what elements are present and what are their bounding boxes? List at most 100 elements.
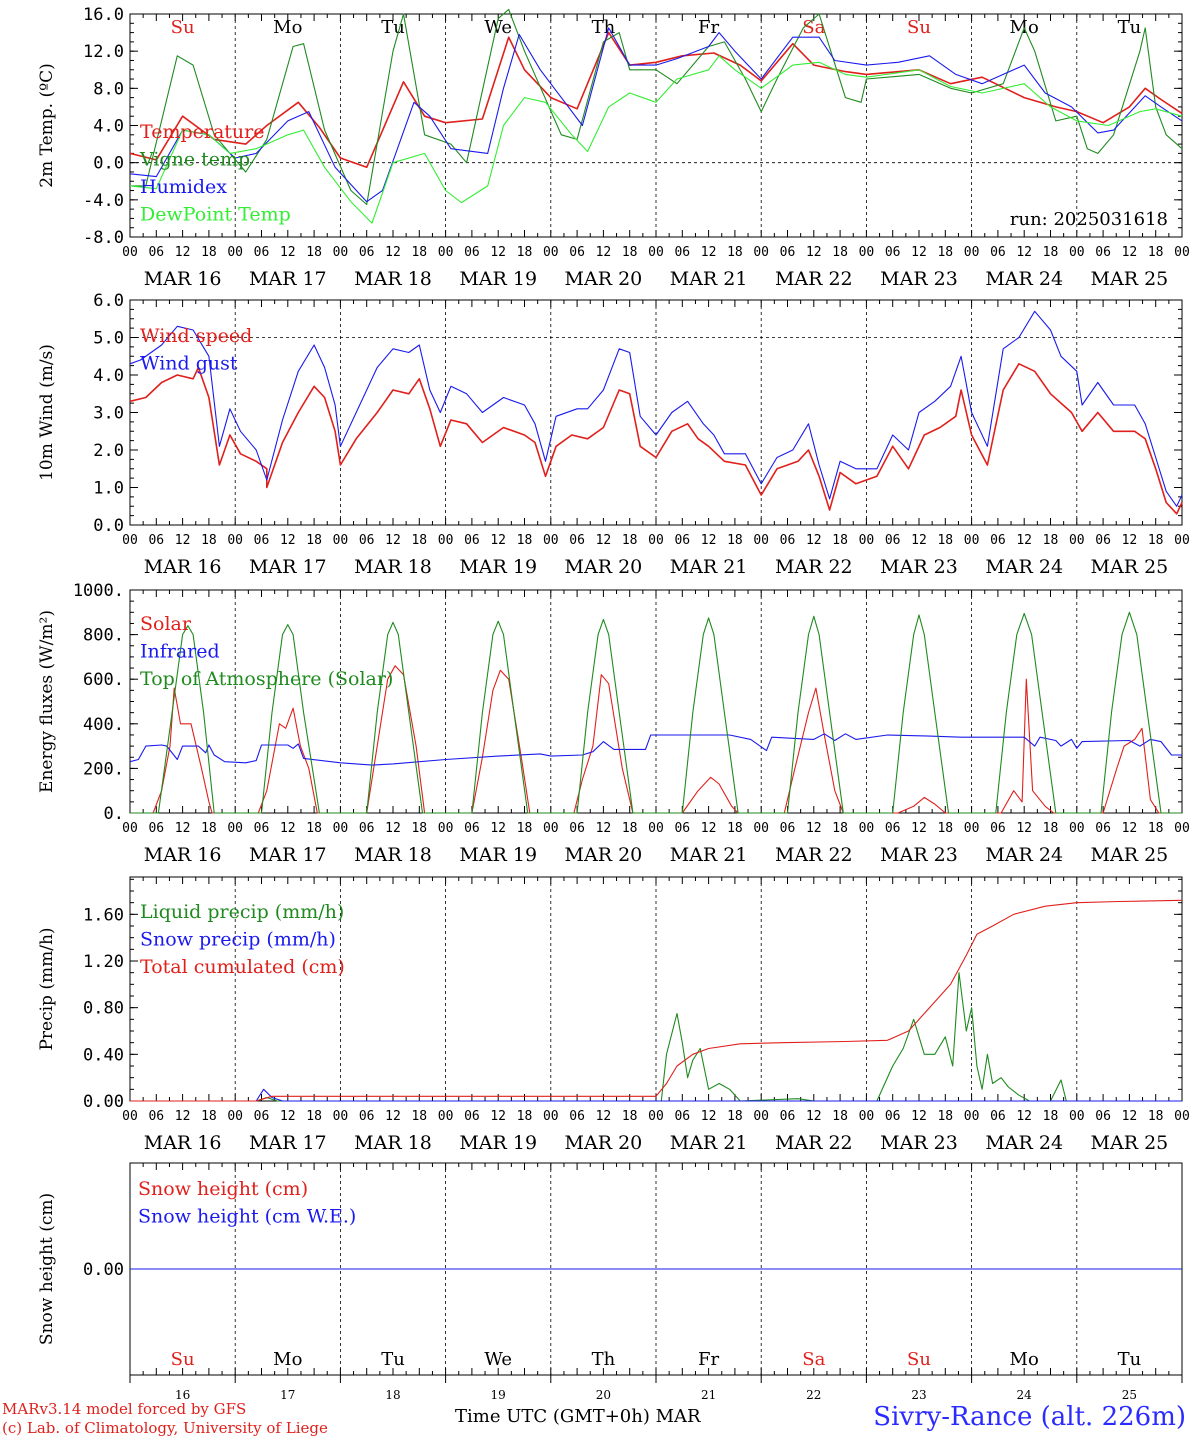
weekday-label: Th	[592, 1349, 616, 1370]
series-line-infrared	[129, 733, 1182, 766]
hour-tick-label: 12	[280, 533, 296, 548]
model-credit: MARv3.14 model forced by GFS	[2, 1400, 247, 1418]
hour-tick-label: 18	[201, 533, 217, 548]
hour-tick-label: 18	[832, 245, 848, 260]
date-label: MAR 17	[249, 1132, 327, 1154]
y-tick-label: 1000.	[73, 581, 124, 601]
hour-tick-label: 00	[964, 1109, 980, 1124]
y-axis-label: Precip (mm/h)	[37, 927, 57, 1050]
weekday-label: Su	[907, 1349, 931, 1370]
hour-tick-label: 06	[674, 1109, 690, 1124]
hour-tick-label: 12	[175, 821, 191, 836]
hour-tick-label: 18	[411, 533, 427, 548]
hour-tick-label: 18	[201, 821, 217, 836]
hour-tick-label: 18	[937, 821, 953, 836]
day-number-label: 25	[1122, 1388, 1137, 1402]
hour-tick-label: 00	[122, 821, 138, 836]
y-tick-label: 8.0	[93, 79, 124, 99]
hour-tick-label: 18	[201, 245, 217, 260]
hour-tick-label: 06	[1095, 533, 1111, 548]
hour-tick-label: 00	[964, 245, 980, 260]
hour-tick-label: 06	[148, 245, 164, 260]
hour-tick-label: 06	[674, 533, 690, 548]
y-tick-label: 200.	[83, 759, 124, 779]
date-label: MAR 23	[880, 844, 958, 866]
hour-tick-label: 18	[937, 245, 953, 260]
hour-tick-label: 18	[306, 245, 322, 260]
hour-tick-label: 00	[753, 821, 769, 836]
hour-tick-label: 06	[464, 245, 480, 260]
hour-tick-label: 06	[674, 245, 690, 260]
date-label: MAR 20	[565, 556, 643, 578]
hour-tick-label: 00	[753, 1109, 769, 1124]
hour-tick-label: 12	[911, 245, 927, 260]
hour-tick-label: 18	[832, 1109, 848, 1124]
hour-tick-label: 00	[648, 245, 664, 260]
hour-tick-label: 06	[780, 821, 796, 836]
hour-tick-label: 12	[806, 1109, 822, 1124]
weekday-label: We	[484, 1349, 512, 1370]
series-line-vigne-temp	[130, 8, 1183, 206]
y-tick-label: 1.20	[83, 952, 124, 972]
date-label: MAR 24	[985, 1132, 1063, 1154]
month-label: MAR	[655, 1406, 701, 1427]
hour-tick-label: 12	[806, 533, 822, 548]
hour-tick-label: 00	[543, 245, 559, 260]
legend-entry: Snow precip (mm/h)	[140, 929, 336, 951]
hour-tick-label: 06	[780, 245, 796, 260]
day-number-label: 22	[806, 1388, 821, 1402]
hour-tick-label: 00	[438, 821, 454, 836]
date-label: MAR 23	[880, 268, 958, 290]
y-tick-label: 1.0	[93, 479, 124, 499]
date-label: MAR 18	[354, 844, 432, 866]
date-label: MAR 20	[565, 844, 643, 866]
legend-entry: Humidex	[140, 176, 227, 198]
y-tick-label: 800.	[83, 626, 124, 646]
date-label: MAR 18	[354, 556, 432, 578]
hour-tick-label: 18	[1148, 1109, 1164, 1124]
hour-tick-label: 12	[490, 533, 506, 548]
hour-tick-label: 00	[964, 821, 980, 836]
date-label: MAR 20	[565, 1132, 643, 1154]
hour-tick-label: 06	[464, 1109, 480, 1124]
hour-tick-label: 06	[885, 245, 901, 260]
day-number-label: 24	[1017, 1388, 1033, 1402]
hour-tick-label: 06	[569, 821, 585, 836]
y-tick-label: 5.0	[93, 329, 124, 349]
weekday-label: Su	[171, 17, 195, 38]
date-label: MAR 22	[775, 1132, 853, 1154]
hour-tick-label: 00	[753, 245, 769, 260]
hour-tick-label: 12	[596, 533, 612, 548]
hour-tick-label: 06	[254, 245, 270, 260]
hour-tick-label: 12	[175, 245, 191, 260]
date-label: MAR 25	[1091, 844, 1169, 866]
hour-tick-label: 00	[648, 1109, 664, 1124]
hour-tick-label: 06	[569, 533, 585, 548]
hour-tick-label: 06	[1095, 245, 1111, 260]
date-label: MAR 21	[670, 556, 748, 578]
hour-tick-label: 00	[227, 533, 243, 548]
station-name: Sivry-Rance (alt. 226m)	[873, 1402, 1186, 1432]
hour-tick-label: 18	[937, 533, 953, 548]
hour-tick-label: 18	[1043, 533, 1059, 548]
day-number-label: 16	[175, 1388, 190, 1402]
y-tick-label: 0.80	[83, 999, 124, 1019]
hour-tick-label: 00	[438, 533, 454, 548]
hour-tick-label: 06	[780, 533, 796, 548]
time-utc-label: Time UTC (GMT+0h)	[455, 1406, 650, 1427]
date-label: MAR 18	[354, 268, 432, 290]
weekday-label: Su	[171, 1349, 195, 1370]
hour-tick-label: 18	[727, 533, 743, 548]
legend-entry: DewPoint Temp	[140, 204, 291, 226]
hour-tick-label: 12	[280, 245, 296, 260]
date-label: MAR 25	[1091, 268, 1169, 290]
weekday-label: Sa	[802, 1349, 825, 1370]
hour-tick-label: 00	[543, 533, 559, 548]
y-axis-label: 2m Temp. (ºC)	[37, 63, 57, 188]
y-tick-label: 2.0	[93, 441, 124, 461]
hour-tick-label: 18	[622, 245, 638, 260]
y-tick-label: -8.0	[83, 228, 124, 248]
weekday-label: Mo	[273, 17, 302, 38]
y-tick-label: 600.	[83, 670, 124, 690]
hour-tick-label: 18	[622, 821, 638, 836]
